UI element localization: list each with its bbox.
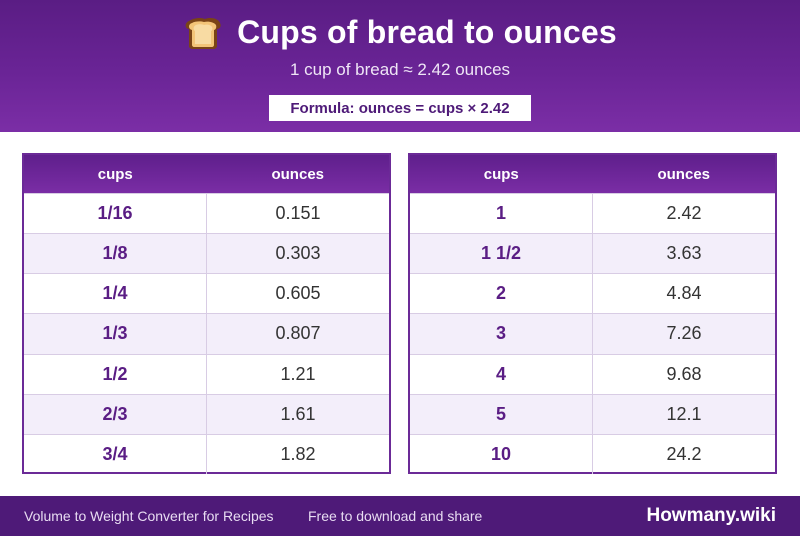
table-row: 2 4.84 [410,273,775,314]
ounces-cell: 1.82 [280,443,316,464]
table-row: 2/3 1.61 [24,393,389,434]
cups-cell: 3/4 [24,434,207,474]
table-row: 1/4 0.605 [24,273,389,314]
cups-cell: 4 [410,354,593,394]
table-row: 10 24.2 [410,433,775,474]
cups-cell: 1/2 [24,354,207,394]
ounces-cell: 0.303 [275,243,321,264]
ounces-cell: 1.21 [280,363,316,384]
cups-cell: 1 [410,194,593,234]
ounces-cell: 7.26 [666,323,702,344]
ounces-cell: 3.63 [666,243,702,264]
ounces-cell: 0.605 [275,283,321,304]
conversion-table-left: cups ounces 1/16 0.151 1/8 0.303 1/4 0.6… [22,153,391,474]
cups-cell: 5 [410,394,593,434]
cups-cell: 1/4 [24,274,207,314]
cups-cell: 3 [410,314,593,354]
ounces-cell: 9.68 [666,363,702,384]
cups-cell: 2 [410,274,593,314]
ounces-cell: 24.2 [666,443,702,464]
column-header-cups: cups [97,165,133,183]
ounces-cell: 1.61 [280,403,316,424]
table-row: 1 1/2 3.63 [410,233,775,274]
title-row: Cups of bread to ounces [0,14,800,51]
formula-badge: Formula: ounces = cups × 2.42 [269,95,531,121]
cups-cell: 1 1/2 [410,234,593,274]
footer-tagline: Free to download and share [308,508,483,524]
bread-icon [185,17,221,49]
column-header-ounces: ounces [657,165,710,183]
cups-cell: 1/3 [24,314,207,354]
table-row: 1/8 0.303 [24,233,389,274]
column-header-ounces: ounces [271,165,324,183]
cups-cell: 1/8 [24,234,207,274]
table-row: 3 7.26 [410,313,775,354]
cups-cell: 10 [410,434,593,474]
footer: Volume to Weight Converter for Recipes F… [0,496,800,536]
table-row: 4 9.68 [410,353,775,394]
ounces-cell: 4.84 [666,283,702,304]
page-subtitle: 1 cup of bread ≈ 2.42 ounces [289,60,511,79]
table-row: 1/3 0.807 [24,313,389,354]
header: Cups of bread to ounces 1 cup of bread ≈… [0,0,800,132]
ounces-cell: 0.151 [275,203,321,224]
table-row: 3/4 1.82 [24,433,389,474]
cups-cell: 2/3 [24,394,207,434]
table-row: 5 12.1 [410,393,775,434]
column-header-cups: cups [483,165,519,183]
table-row: 1/16 0.151 [24,193,389,234]
page-title: Cups of bread to ounces [237,14,617,50]
table-row: 1/2 1.21 [24,353,389,394]
ounces-cell: 12.1 [666,403,702,424]
footer-description: Volume to Weight Converter for Recipes [24,508,274,524]
table-header: cups ounces [24,155,389,193]
conversion-table-right: cups ounces 1 2.42 1 1/2 3.63 2 4.84 3 7… [408,153,777,474]
brand-link[interactable]: Howmany.wiki [646,505,776,526]
table-header: cups ounces [410,155,775,193]
ounces-cell: 2.42 [666,203,702,224]
cups-cell: 1/16 [24,194,207,234]
ounces-cell: 0.807 [275,323,321,344]
table-row: 1 2.42 [410,193,775,234]
